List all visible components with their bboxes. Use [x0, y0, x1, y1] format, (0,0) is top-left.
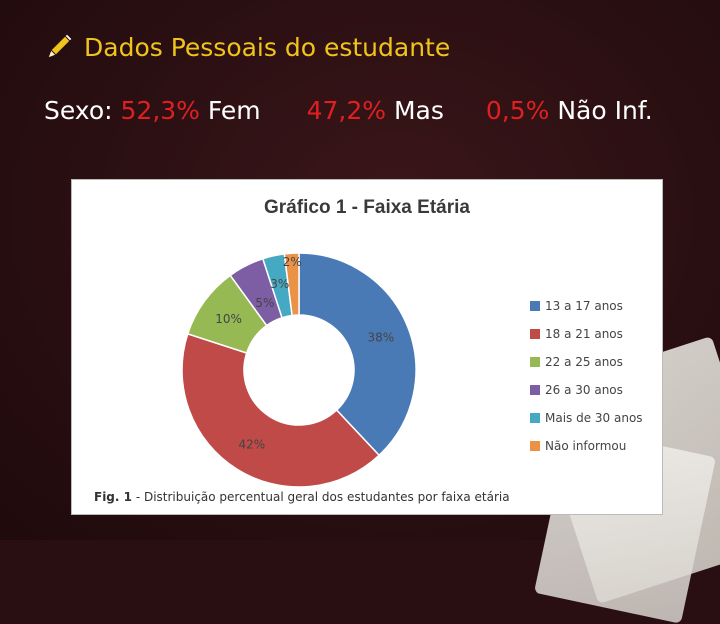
legend-swatch — [530, 413, 540, 423]
slice-label: 2% — [283, 255, 302, 269]
legend-label: 13 a 17 anos — [545, 299, 623, 313]
legend-label: Não informou — [545, 439, 627, 453]
legend-label: 18 a 21 anos — [545, 327, 623, 341]
chart-caption: Fig. 1 - Distribuição percentual geral d… — [94, 490, 510, 504]
legend-item: 22 a 25 anos — [530, 348, 643, 376]
legend-swatch — [530, 385, 540, 395]
slice-18-a-21-anos — [181, 332, 381, 488]
sexo-label: Sexo: — [44, 96, 113, 125]
slice-label: 5% — [255, 296, 274, 310]
chart-legend: 13 a 17 anos 18 a 21 anos 22 a 25 anos 26 a… — [530, 292, 643, 460]
legend-item: 18 a 21 anos — [530, 320, 643, 348]
pencil-icon — [46, 33, 73, 60]
legend-swatch — [530, 301, 540, 311]
caption-prefix: Fig. 1 — [94, 490, 132, 504]
caption-text: - Distribuição percentual geral dos estu… — [132, 490, 510, 504]
slice-n-o-informou — [283, 252, 300, 317]
mas-label: Mas — [393, 96, 444, 125]
nao-pct: 0,5% — [485, 96, 550, 125]
legend-swatch — [530, 357, 540, 367]
nao-label: Não Inf. — [557, 96, 653, 125]
legend-label: 26 a 30 anos — [545, 383, 623, 397]
donut-chart: 38% 42% 10% 5% 3% 2% — [181, 252, 417, 488]
legend-item: Mais de 30 anos — [530, 404, 643, 432]
legend-label: 22 a 25 anos — [545, 355, 623, 369]
chart-title: Gráfico 1 - Faixa Etária — [264, 197, 470, 218]
page-title: Dados Pessoais do estudante — [84, 32, 451, 62]
slice-label: 38% — [367, 331, 394, 345]
fem-label: Fem — [207, 96, 261, 125]
slice-label: 3% — [270, 277, 289, 291]
title-row: Dados Pessoais do estudante — [42, 30, 450, 64]
legend-label: Mais de 30 anos — [545, 411, 643, 425]
slice-label: 10% — [215, 312, 242, 326]
slice-13-a-17-anos — [298, 252, 417, 457]
slice-label: 42% — [239, 437, 266, 451]
mas-pct: 47,2% — [306, 96, 387, 125]
legend-item: 13 a 17 anos — [530, 292, 643, 320]
chart-panel: Gráfico 1 - Faixa Etária 38% 42% 10% 5% 3% 2%… — [72, 180, 662, 514]
fem-pct: 52,3% — [120, 96, 200, 125]
legend-item: Não informou — [530, 432, 643, 460]
legend-swatch — [530, 329, 540, 339]
sexo-row: Sexo: 52,3% Fem 47,2% Mas 0,5% Não Inf. — [44, 96, 653, 125]
legend-swatch — [530, 441, 540, 451]
legend-item: 26 a 30 anos — [530, 376, 643, 404]
